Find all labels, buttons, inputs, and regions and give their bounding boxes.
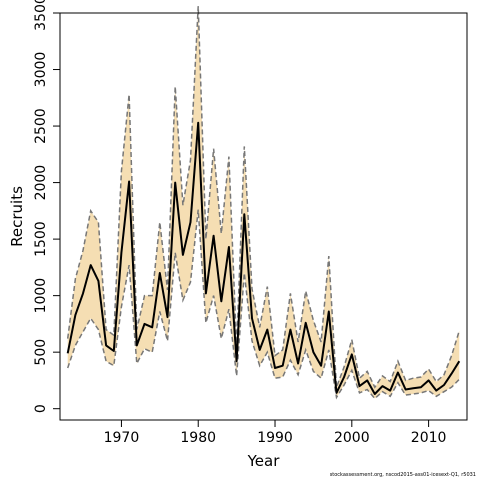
y-tick-label: 2500 xyxy=(33,108,49,144)
y-tick-label: 2000 xyxy=(33,165,49,201)
x-tick-label: 1990 xyxy=(257,430,293,446)
x-tick-label: 2000 xyxy=(334,430,370,446)
y-tick-label: 3000 xyxy=(33,52,49,88)
credit-text: stockassessment.org, nscod2015-ass01-ice… xyxy=(329,472,476,478)
upper-ci-line xyxy=(66,6,461,389)
lower-ci-line xyxy=(66,209,460,400)
estimate-line xyxy=(66,121,461,395)
y-tick-label: 1000 xyxy=(33,278,49,314)
y-tick-label: 0 xyxy=(33,404,49,413)
x-axis: 1970 1980 1990 2000 2010 xyxy=(104,419,447,446)
estimate-line-layer xyxy=(66,121,461,395)
y-axis-label: Recruits xyxy=(8,186,26,247)
x-axis-label: Year xyxy=(247,452,281,470)
y-tick-label: 500 xyxy=(33,339,49,366)
x-tick-label: 1980 xyxy=(180,430,216,446)
x-tick-label: 1970 xyxy=(104,430,140,446)
y-tick-label: 3500 xyxy=(33,0,49,31)
x-tick-label: 2010 xyxy=(411,430,447,446)
ci-line-layer xyxy=(66,6,461,400)
y-tick-label: 1500 xyxy=(33,221,49,257)
y-axis: 0 500 1000 1500 2000 2500 3000 3500 xyxy=(33,0,61,413)
